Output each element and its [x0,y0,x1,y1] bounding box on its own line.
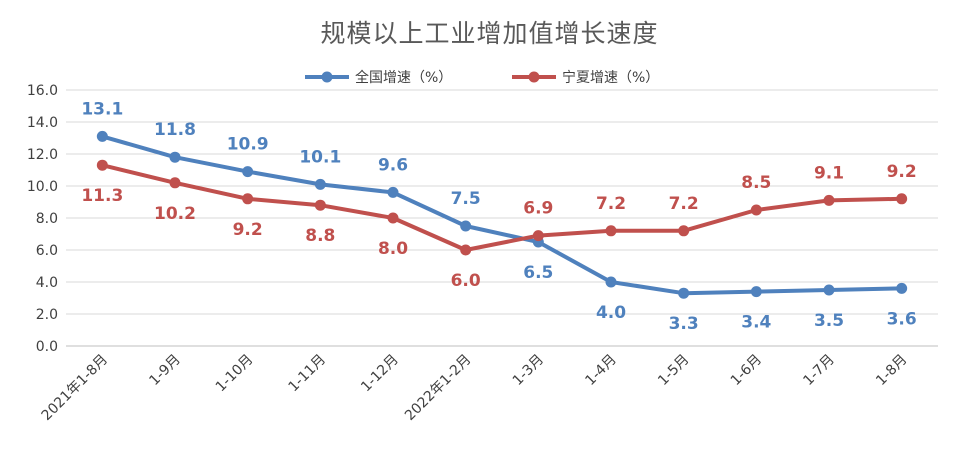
data-labels: 13.1 11.8 10.9 10.1 9.6 7.5 6.5 4.0 3.3 3.4 3.5 3.6… [81,99,916,334]
y-tick-label: 2.0 [36,307,58,323]
y-tick-label: 12.0 [27,147,58,163]
ningxia-data-label: 10.2 [154,204,196,224]
x-tick-label: 1-12月 [358,352,402,396]
legend-label: 宁夏增速（%） [562,69,659,86]
legend-label: 全国增速（%） [355,69,452,86]
y-tick-label: 14.0 [27,115,58,131]
ningxia-data-label: 9.2 [887,162,917,182]
national-data-point [96,130,108,142]
ningxia-data-point [314,199,326,211]
y-tick-label: 8.0 [36,211,58,227]
national-data-point [169,151,181,163]
ningxia-data-label: 6.9 [523,199,553,219]
y-tick-label: 4.0 [36,275,58,291]
x-tick-label: 1-4月 [582,352,619,389]
national-data-label: 10.1 [299,147,341,167]
y-tick-label: 16.0 [27,83,58,99]
national-data-label: 6.5 [523,263,553,283]
national-data-point [387,186,399,198]
national-data-point [460,220,472,232]
ningxia-data-label: 9.2 [233,220,263,240]
x-tick-label: 1-3月 [510,352,547,389]
national-data-point [242,166,254,178]
ningxia-data-point [896,193,908,205]
ningxia-data-point [460,244,472,256]
x-tick-label: 2021年1-8月 [39,352,111,424]
x-tick-label: 1-9月 [146,352,183,389]
national-data-label: 7.5 [451,189,481,209]
legend-marker [321,71,333,83]
ningxia-data-label: 8.8 [305,226,335,246]
y-tick-label: 6.0 [36,243,58,259]
ningxia-data-point [96,159,108,171]
x-tick-label: 1-11月 [285,352,329,396]
y-tick-label: 0.0 [36,339,58,355]
y-tick-label: 10.0 [27,179,58,195]
national-data-point [678,287,690,299]
x-tick-label: 1-5月 [655,352,692,389]
ningxia-data-point [242,193,254,205]
ningxia-data-label: 6.0 [451,271,481,291]
national-data-point [314,178,326,190]
series-lines [96,130,908,299]
ningxia-data-label: 8.0 [378,239,408,259]
national-data-point [823,284,835,296]
national-data-point [896,282,908,294]
national-data-label: 11.8 [154,120,196,140]
ningxia-data-label: 7.2 [669,194,699,214]
x-tick-label: 1-7月 [800,352,837,389]
ningxia-data-point [823,194,835,206]
national-data-label: 3.3 [669,314,699,334]
ningxia-data-label: 9.1 [814,163,844,183]
national-data-label: 3.4 [741,313,771,333]
x-tick-label: 1-6月 [728,352,765,389]
national-series-line [100,134,904,296]
national-data-label: 4.0 [596,303,626,323]
x-tick-label: 2022年1-2月 [402,352,474,424]
national-data-label: 3.6 [887,309,917,329]
legend-marker [528,71,540,83]
ningxia-data-label: 11.3 [81,186,123,206]
ningxia-series-line [100,163,904,252]
national-data-label: 13.1 [81,99,123,119]
national-data-label: 10.9 [227,135,269,155]
ningxia-data-label: 7.2 [596,194,626,214]
national-data-label: 3.5 [814,311,844,331]
grid-lines [66,89,938,347]
ningxia-data-point [387,212,399,224]
national-data-point [750,286,762,298]
ningxia-data-label: 8.5 [741,173,771,193]
ningxia-data-point [750,204,762,216]
ningxia-data-point [678,225,690,237]
chart-title: 规模以上工业增加值增长速度 [320,19,659,48]
ningxia-data-point [169,177,181,189]
x-tick-label: 1-10月 [213,352,257,396]
national-data-label: 9.6 [378,155,408,175]
legend: 全国增速（%） 宁夏增速（%） [305,69,659,86]
ningxia-data-point [532,230,544,242]
national-data-point [605,276,617,288]
ningxia-data-point [605,225,617,237]
x-tick-label: 1-8月 [873,352,910,389]
